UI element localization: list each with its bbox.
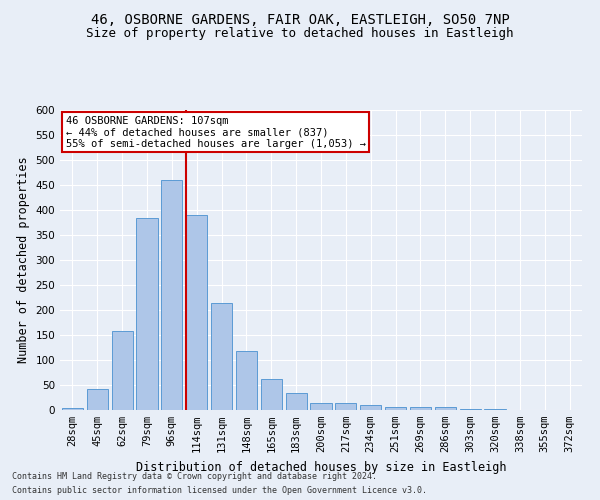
Bar	[211, 302, 232, 410]
Bar	[286, 392, 307, 410]
Bar	[435, 406, 456, 410]
Bar	[310, 402, 332, 410]
X-axis label: Distribution of detached houses by size in Eastleigh: Distribution of detached houses by size …	[136, 460, 506, 473]
Bar	[484, 409, 506, 410]
Text: Size of property relative to detached houses in Eastleigh: Size of property relative to detached ho…	[86, 28, 514, 40]
Y-axis label: Number of detached properties: Number of detached properties	[17, 156, 30, 364]
Text: 46 OSBORNE GARDENS: 107sqm
← 44% of detached houses are smaller (837)
55% of sem: 46 OSBORNE GARDENS: 107sqm ← 44% of deta…	[65, 116, 365, 149]
Bar	[360, 405, 381, 410]
Bar	[261, 378, 282, 410]
Bar	[186, 215, 207, 410]
Bar	[112, 331, 133, 410]
Bar	[62, 408, 83, 410]
Bar	[87, 389, 108, 410]
Text: 46, OSBORNE GARDENS, FAIR OAK, EASTLEIGH, SO50 7NP: 46, OSBORNE GARDENS, FAIR OAK, EASTLEIGH…	[91, 12, 509, 26]
Bar	[410, 407, 431, 410]
Bar	[136, 218, 158, 410]
Bar	[385, 407, 406, 410]
Text: Contains public sector information licensed under the Open Government Licence v3: Contains public sector information licen…	[12, 486, 427, 495]
Text: Contains HM Land Registry data © Crown copyright and database right 2024.: Contains HM Land Registry data © Crown c…	[12, 472, 377, 481]
Bar	[236, 351, 257, 410]
Bar	[335, 402, 356, 410]
Bar	[460, 409, 481, 410]
Bar	[161, 180, 182, 410]
